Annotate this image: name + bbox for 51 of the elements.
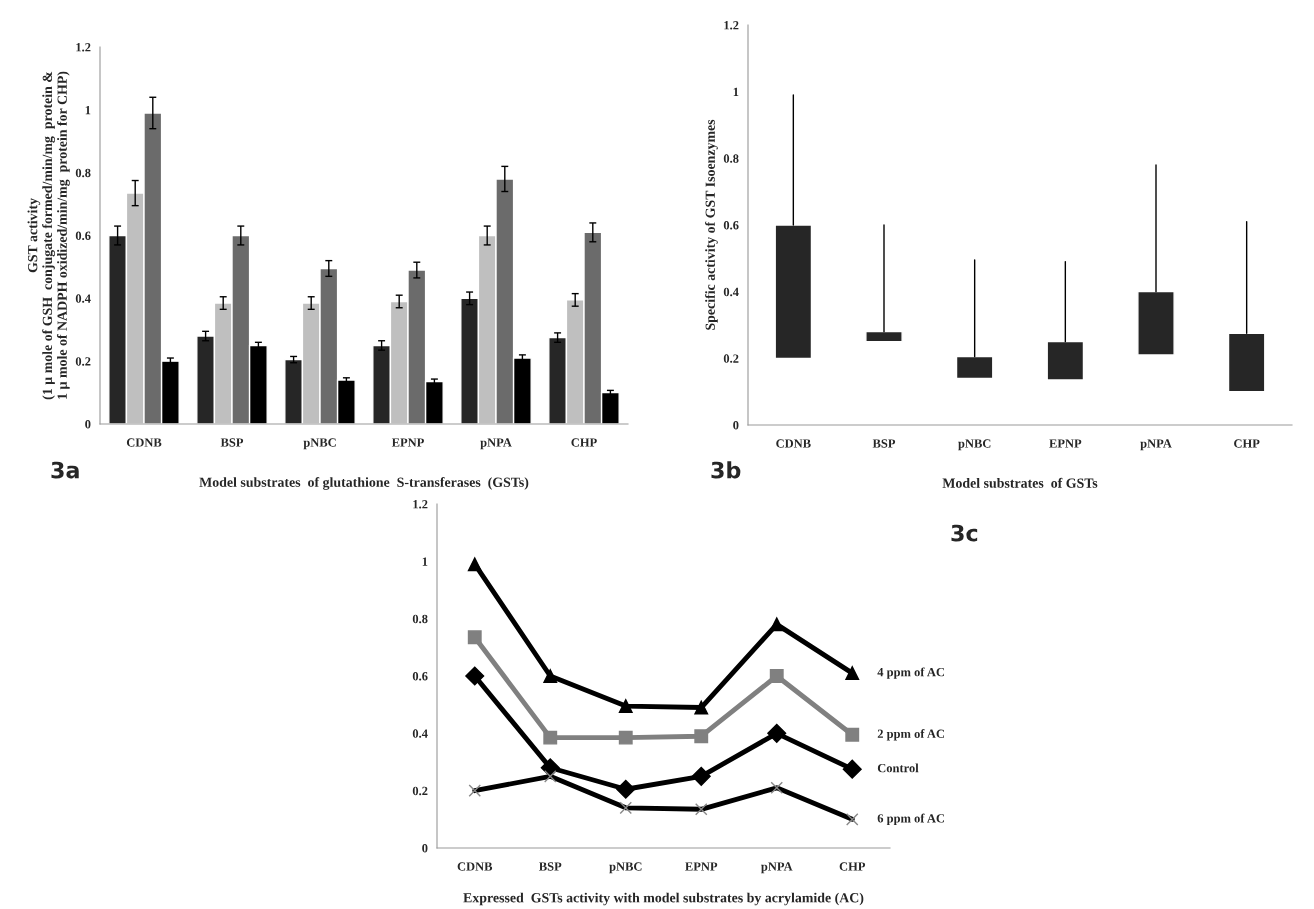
y-tick-label: 1	[733, 87, 739, 96]
x-tick-label: CDNB	[126, 438, 162, 447]
series-label: Control	[877, 763, 919, 773]
y-tick-label: 0.8	[75, 168, 91, 178]
x-tick-label: pNBC	[958, 439, 991, 451]
y-tick-label: 0.4	[75, 294, 91, 303]
y-tick-label: 1	[85, 105, 91, 115]
x-axis-title: Model substrates of GSTs	[942, 477, 1098, 488]
x-axis-title: Expressed GSTs activity with model substrates by acrylamide (AC)	[463, 892, 864, 906]
y-axis-title: GST activity (1 µ mole of GSH conjugate formed/min/mg protein & 1 µ mole of NADPH oxidized/min/mg protein for CHP)	[27, 71, 70, 400]
x-tick-label: pNPA	[761, 862, 793, 874]
x-tick-label: CHP	[1234, 439, 1260, 448]
y-tick-label: 0	[422, 844, 428, 853]
x-tick-label: CDNB	[776, 439, 811, 448]
x-tick-label: pNPA	[1140, 439, 1172, 451]
x-tick-label: CHP	[571, 438, 597, 447]
y-tick-label: 0.8	[412, 614, 428, 624]
x-axis-title: Model substrates of glutathione S-transferases (GSTs)	[199, 477, 529, 490]
y-tick-label: 0.2	[412, 786, 428, 796]
x-tick-label: pNBC	[303, 438, 336, 450]
y-tick-label: 0	[85, 420, 91, 429]
text: 3a	[51, 461, 79, 479]
x-tick-label: EPNP	[1049, 439, 1082, 448]
y-axis-title: Specific activity of GST Isoenzymes	[705, 119, 718, 330]
x-tick-label: EPNP	[685, 862, 718, 871]
y-tick-label: 0	[733, 421, 739, 430]
y-tick-label: 1.2	[76, 43, 91, 52]
y-tick-label: 0.2	[723, 354, 739, 363]
y-tick-label: 0.4	[723, 287, 739, 297]
x-tick-label: CHP	[839, 862, 866, 871]
y-tick-label: 1.2	[724, 21, 739, 30]
text: 3c	[951, 524, 978, 542]
x-tick-label: CDNB	[457, 862, 493, 871]
text: 3b	[711, 461, 741, 479]
y-tick-label: 1.2	[413, 500, 428, 509]
x-tick-label: EPNP	[391, 438, 424, 447]
series-label: 2 ppm of AC	[877, 729, 945, 741]
x-tick-label: BSP	[539, 862, 562, 871]
y-tick-label: 1	[422, 557, 428, 566]
y-tick-label: 0.4	[412, 729, 428, 738]
x-tick-label: BSP	[220, 438, 244, 447]
y-tick-label: 0.2	[75, 357, 91, 366]
y-tick-label: 0.6	[75, 231, 91, 241]
series-label: 4 ppm of AC	[877, 667, 945, 679]
y-tick-label: 0.6	[412, 672, 428, 681]
y-tick-label: 0.6	[723, 221, 739, 230]
x-tick-label: pNBC	[609, 862, 642, 874]
series-label: 6 ppm of AC	[877, 813, 945, 826]
x-tick-label: BSP	[872, 439, 896, 448]
y-tick-label: 0.8	[723, 154, 739, 163]
x-tick-label: pNPA	[480, 438, 512, 450]
